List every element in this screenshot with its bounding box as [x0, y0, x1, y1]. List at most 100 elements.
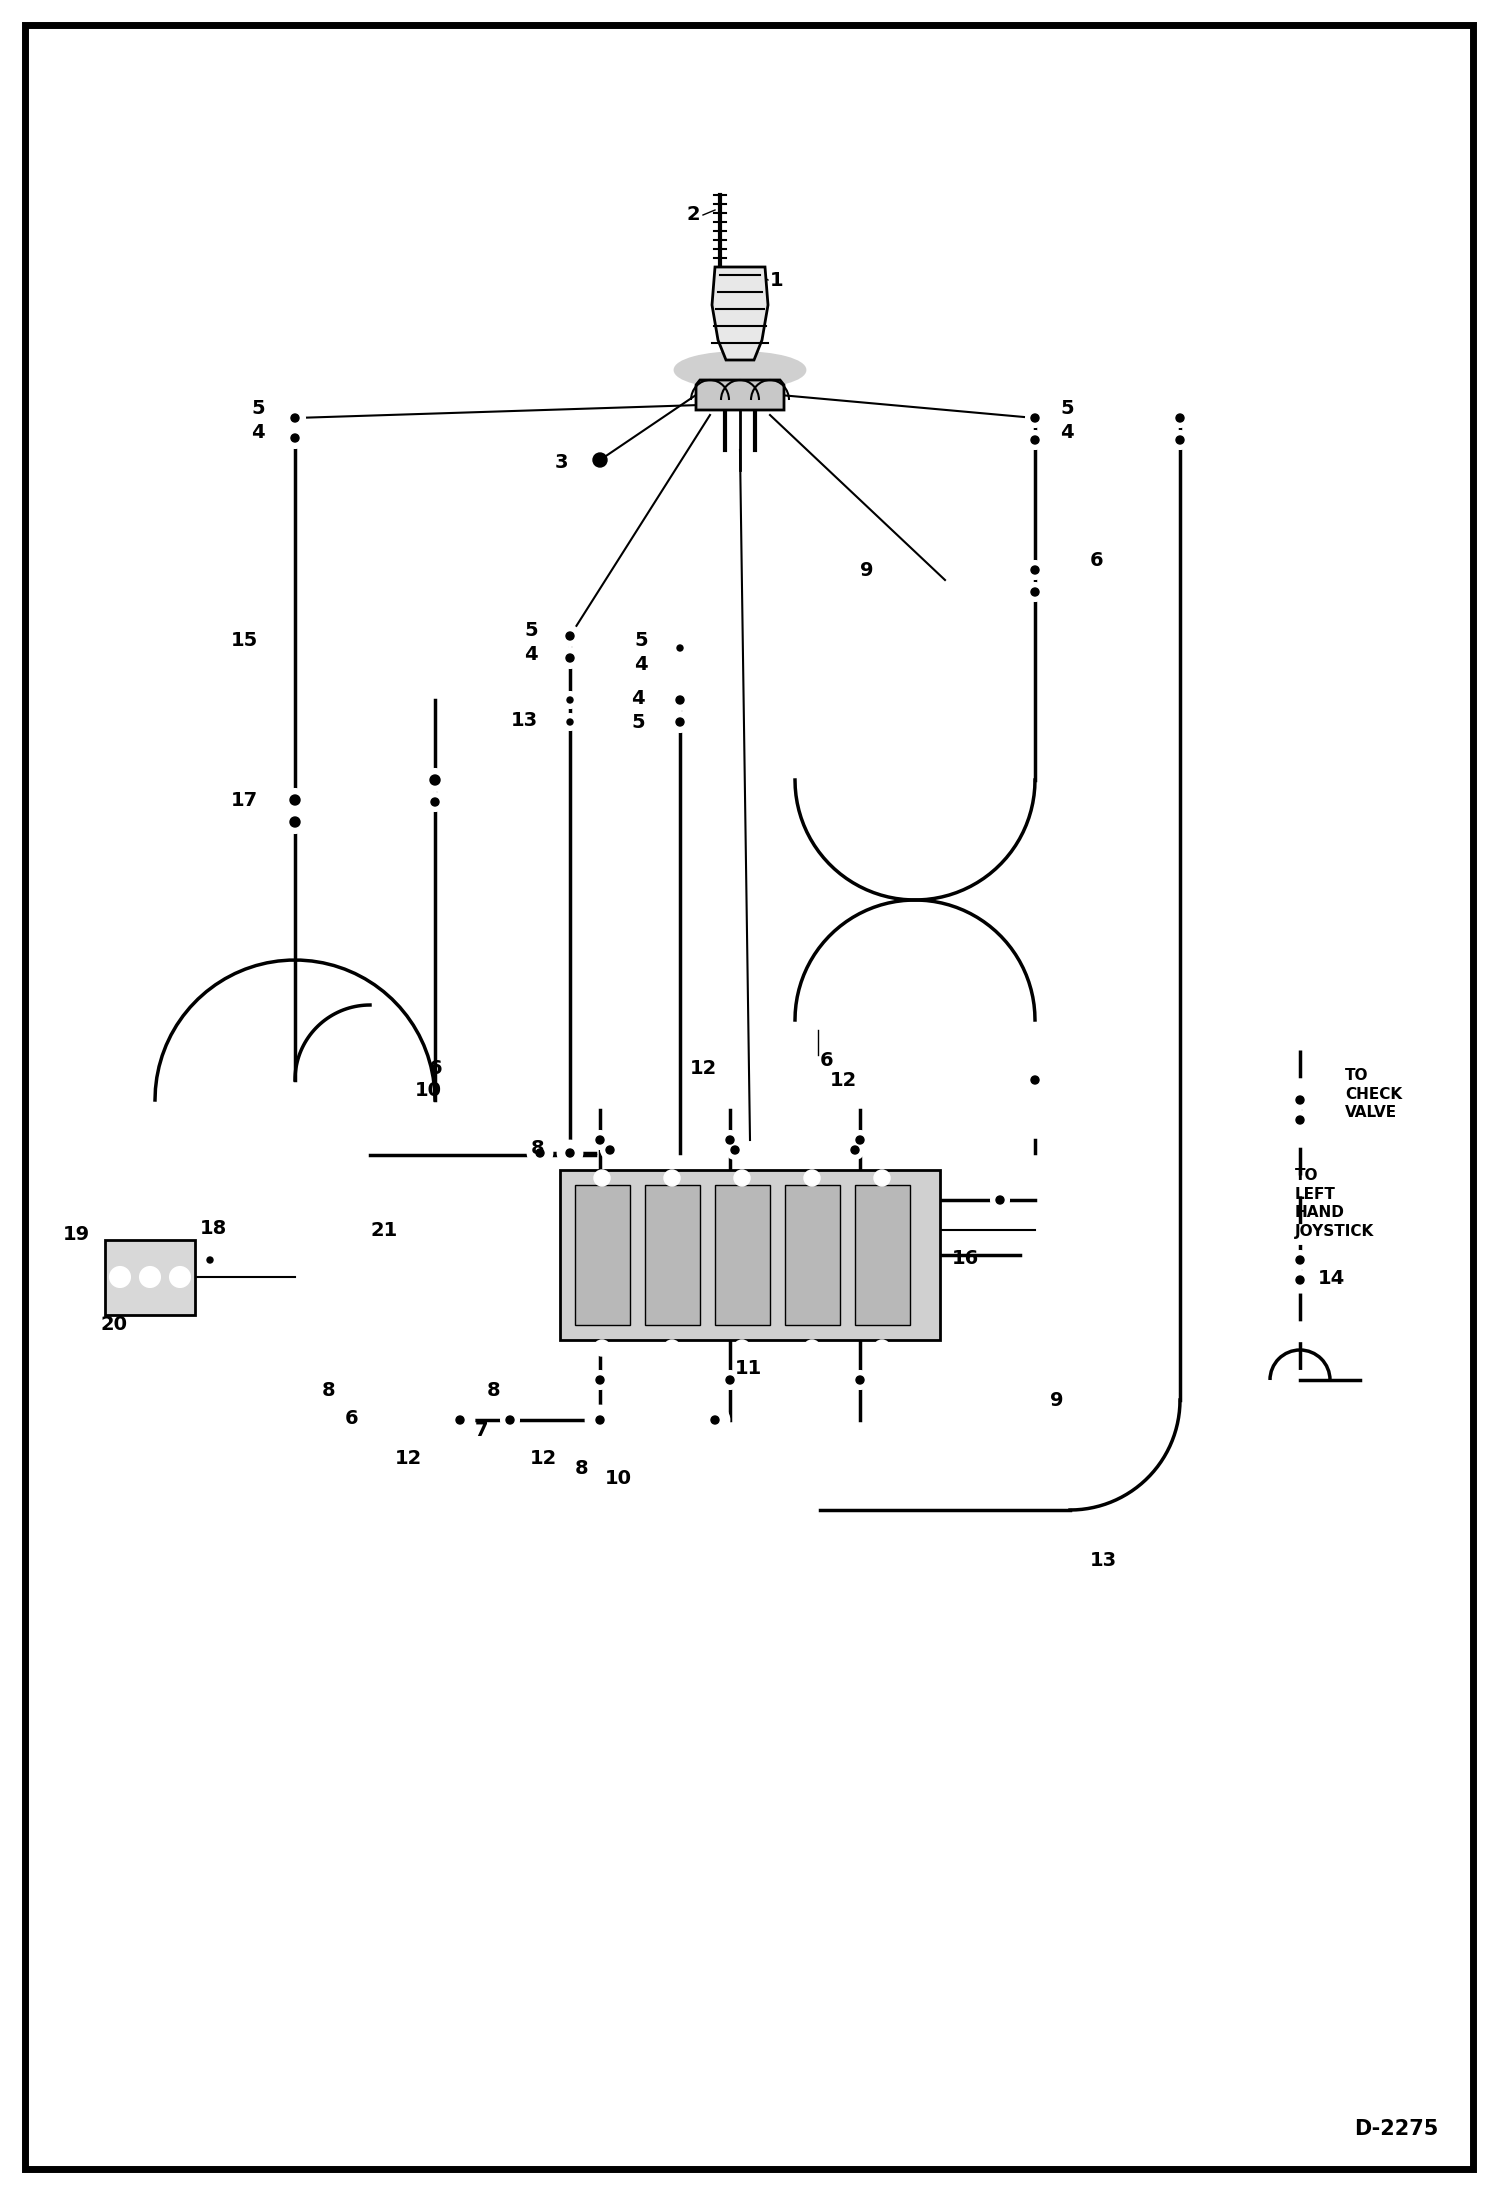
Polygon shape	[712, 268, 768, 360]
Text: 3: 3	[554, 452, 568, 472]
Circle shape	[731, 1145, 739, 1154]
Circle shape	[285, 408, 306, 428]
Circle shape	[586, 1406, 614, 1435]
Circle shape	[1296, 1097, 1303, 1104]
Circle shape	[851, 1145, 858, 1154]
Circle shape	[664, 1341, 680, 1356]
Circle shape	[727, 1141, 745, 1158]
Bar	[785, 1185, 840, 1325]
Circle shape	[285, 428, 306, 448]
Circle shape	[593, 452, 607, 467]
Circle shape	[527, 1141, 551, 1165]
Circle shape	[1171, 430, 1189, 450]
Circle shape	[566, 654, 574, 663]
Text: 10: 10	[415, 1079, 442, 1099]
Circle shape	[568, 698, 574, 702]
Bar	[575, 1185, 631, 1325]
Circle shape	[562, 713, 578, 731]
Circle shape	[670, 689, 691, 711]
Circle shape	[1026, 584, 1044, 601]
Circle shape	[430, 774, 440, 785]
Text: 4: 4	[634, 656, 649, 674]
Text: 9: 9	[1050, 1391, 1064, 1409]
Text: 5: 5	[634, 630, 649, 649]
Text: D-2275: D-2275	[1354, 2119, 1438, 2139]
Circle shape	[851, 1130, 869, 1150]
Bar	[646, 1185, 700, 1325]
Circle shape	[1026, 1071, 1044, 1088]
Text: 7: 7	[475, 1420, 488, 1439]
Circle shape	[1026, 408, 1044, 428]
Circle shape	[596, 1376, 604, 1384]
Text: 9: 9	[860, 559, 873, 579]
Bar	[560, 1169, 941, 1341]
Text: 4: 4	[524, 645, 538, 665]
Text: 6: 6	[1091, 551, 1104, 570]
Text: 8: 8	[575, 1459, 589, 1477]
Circle shape	[595, 1169, 610, 1187]
Circle shape	[109, 1266, 130, 1288]
Circle shape	[500, 1411, 518, 1428]
Circle shape	[139, 1266, 160, 1288]
Text: 2: 2	[686, 206, 700, 224]
Circle shape	[855, 1376, 864, 1384]
Circle shape	[1291, 1270, 1309, 1290]
Circle shape	[1291, 1251, 1309, 1268]
Text: 10: 10	[605, 1468, 632, 1488]
Text: 4: 4	[631, 689, 646, 706]
Circle shape	[721, 1130, 739, 1150]
Text: 5: 5	[1061, 399, 1074, 417]
Circle shape	[1026, 562, 1044, 579]
Circle shape	[446, 1406, 473, 1435]
Circle shape	[701, 1406, 730, 1435]
Text: 8: 8	[487, 1380, 500, 1400]
Text: 4: 4	[1061, 423, 1074, 441]
Text: 13: 13	[1091, 1551, 1118, 1569]
Text: 6: 6	[345, 1409, 358, 1428]
Circle shape	[996, 1196, 1004, 1205]
Circle shape	[846, 1141, 864, 1158]
Circle shape	[425, 792, 443, 812]
Circle shape	[595, 1341, 610, 1356]
Circle shape	[712, 1415, 719, 1424]
Text: 20: 20	[100, 1316, 127, 1334]
Text: 5: 5	[252, 399, 265, 417]
Circle shape	[557, 1141, 583, 1165]
Text: 17: 17	[231, 790, 258, 810]
Circle shape	[804, 1169, 819, 1187]
Circle shape	[1291, 1090, 1309, 1108]
Circle shape	[804, 1341, 819, 1356]
Text: 12: 12	[830, 1071, 857, 1090]
Circle shape	[734, 1341, 750, 1356]
Circle shape	[670, 713, 691, 733]
Bar	[855, 1185, 909, 1325]
Text: TO
LEFT
HAND
JOYSTICK: TO LEFT HAND JOYSTICK	[1294, 1167, 1374, 1240]
Circle shape	[291, 434, 300, 441]
Circle shape	[1171, 408, 1189, 428]
Text: 11: 11	[736, 1358, 762, 1378]
Circle shape	[455, 1415, 464, 1424]
Circle shape	[1296, 1277, 1303, 1283]
Circle shape	[596, 1415, 604, 1424]
Circle shape	[285, 790, 306, 812]
Circle shape	[560, 625, 580, 645]
Circle shape	[566, 1150, 574, 1156]
Circle shape	[851, 1371, 869, 1389]
Circle shape	[562, 691, 578, 709]
Text: 15: 15	[231, 630, 258, 649]
Circle shape	[873, 1169, 890, 1187]
Circle shape	[1031, 566, 1040, 575]
Circle shape	[721, 1371, 739, 1389]
Circle shape	[1296, 1117, 1303, 1123]
Circle shape	[727, 1136, 734, 1143]
Circle shape	[169, 1266, 190, 1288]
Circle shape	[560, 647, 580, 667]
Text: 12: 12	[691, 1058, 718, 1077]
Circle shape	[677, 645, 683, 652]
Circle shape	[1031, 1075, 1040, 1084]
Circle shape	[1026, 430, 1044, 450]
Text: 14: 14	[1318, 1268, 1345, 1288]
Ellipse shape	[676, 353, 804, 388]
Circle shape	[1291, 1110, 1309, 1130]
Circle shape	[202, 1253, 219, 1268]
